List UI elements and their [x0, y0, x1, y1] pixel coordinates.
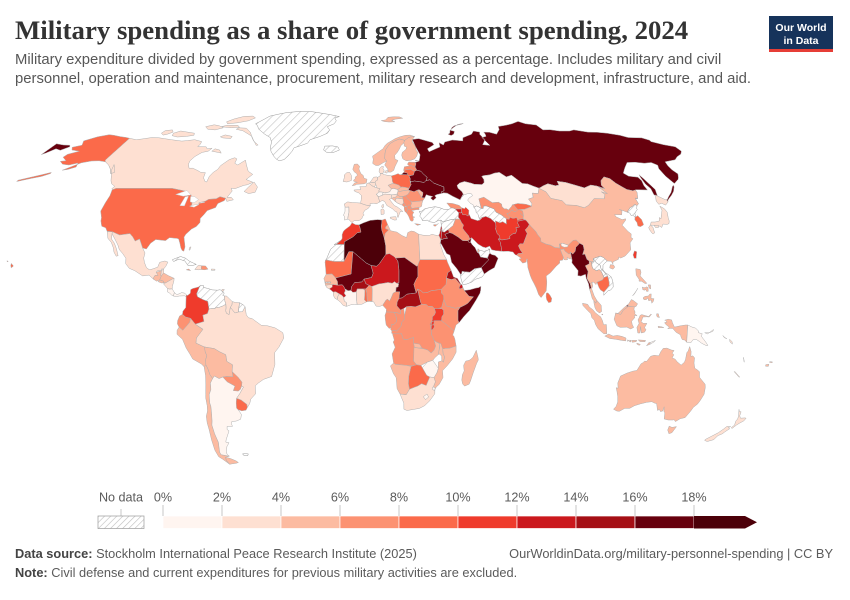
svg-text:2%: 2%	[213, 491, 231, 505]
svg-text:8%: 8%	[390, 491, 408, 505]
svg-text:4%: 4%	[272, 491, 290, 505]
svg-text:16%: 16%	[622, 491, 647, 505]
svg-text:14%: 14%	[563, 491, 588, 505]
svg-text:6%: 6%	[331, 491, 349, 505]
svg-text:0%: 0%	[154, 491, 172, 505]
svg-text:12%: 12%	[504, 491, 529, 505]
svg-text:10%: 10%	[445, 491, 470, 505]
svg-text:No data: No data	[99, 491, 143, 505]
svg-text:18%: 18%	[681, 491, 706, 505]
